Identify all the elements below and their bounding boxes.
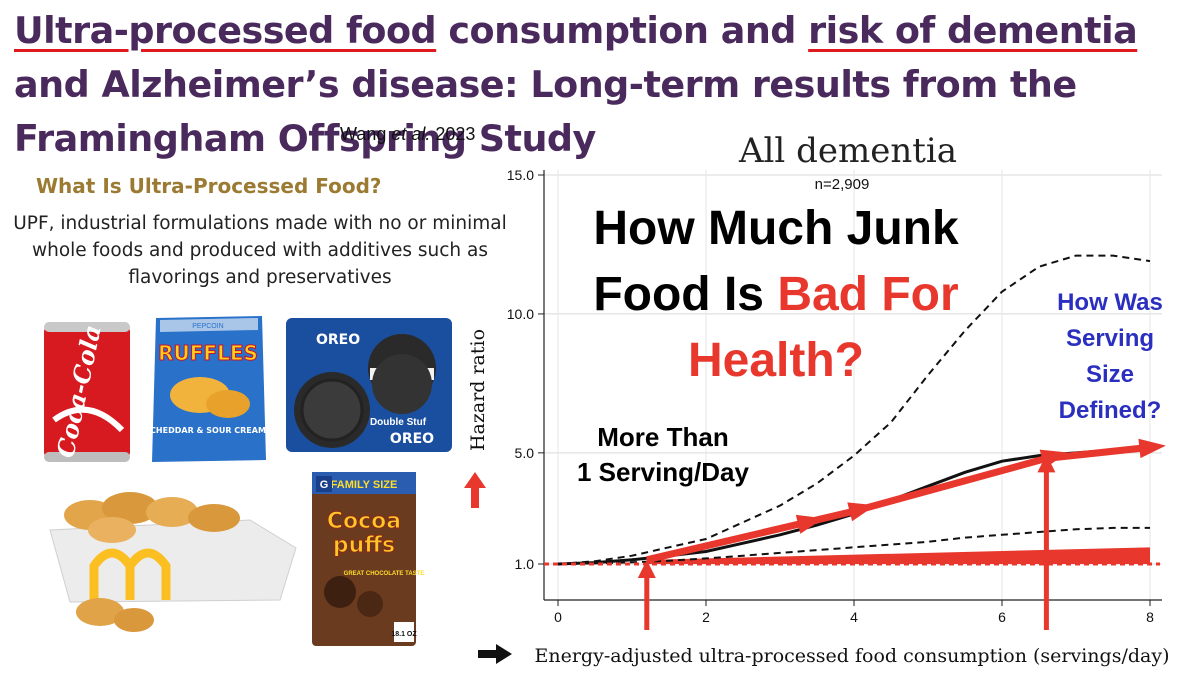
up-arrow-head: [1037, 454, 1056, 473]
y-ticks: 1.0 5.0 10.0 15.0: [507, 167, 544, 572]
x-tick-label: 6: [998, 609, 1006, 625]
x-tick-label: 0: [554, 609, 562, 625]
red-annotation-arrows: [637, 438, 1166, 630]
trend-arrow-head: [1138, 438, 1166, 459]
x-tick-label: 2: [702, 609, 710, 625]
serving-line-1: More Than: [597, 422, 729, 452]
citation: Wang et al. 2023: [340, 124, 475, 145]
title-highlight-upf: Ultra-processed food: [14, 9, 437, 52]
title-text: consumption and: [436, 9, 809, 52]
y-tick-label: 1.0: [515, 556, 535, 572]
trend-arrow-mid-head: [795, 514, 824, 534]
headline-line-2-red: Bad For: [777, 268, 959, 321]
up-arrow-head: [637, 560, 656, 578]
y-tick-label: 15.0: [507, 167, 534, 183]
headline-line-2-black: Food Is: [593, 268, 778, 321]
question-line-3: Size: [1085, 361, 1135, 388]
x-tick-label: 8: [1146, 609, 1154, 625]
x-tick-label: 4: [850, 609, 858, 625]
slide-title: Ultra-processed food consumption and ris…: [14, 4, 1194, 166]
y-axis-label: Hazard ratio: [467, 329, 489, 451]
serving-size-question: How Was Serving Size Defined?: [1022, 285, 1198, 429]
x-axis-label: Energy-adjusted ultra-processed food con…: [534, 645, 1169, 667]
headline-line-2: Food Is Bad For: [528, 262, 1024, 328]
headline-question: How Much Junk Food Is Bad For Health?: [528, 196, 1024, 394]
chart-title: All dementia: [738, 131, 957, 171]
title-highlight-dementia: risk of dementia: [808, 9, 1138, 52]
trend-arrow-line: [646, 443, 1151, 564]
series-line-1: [557, 254, 1151, 565]
citation-etal: et al.: [391, 124, 431, 144]
series-line-3: [557, 526, 1150, 565]
serving-line-2: 1 Serving/Day: [577, 457, 749, 487]
question-line-4: Defined?: [1058, 397, 1162, 424]
headline-line-3: Health?: [687, 334, 864, 387]
x-label-pointer-icon: [478, 644, 512, 664]
y-tick-label: 5.0: [515, 445, 535, 461]
red-highlight-band: [646, 547, 1150, 564]
question-line-2: Serving: [1065, 325, 1155, 352]
citation-year: 2023: [430, 124, 476, 144]
citation-author: Wang: [340, 124, 392, 144]
red-band-wedge: [646, 547, 1150, 564]
serving-annotation: More Than 1 Serving/Day: [548, 420, 778, 490]
upf-heading: What Is Ultra-Processed Food?: [36, 174, 382, 198]
x-ticks: 0 2 4 6 8: [554, 600, 1154, 625]
headline-line-1: How Much Junk: [593, 202, 959, 255]
y-tick-label: 10.0: [507, 306, 534, 322]
title-text-rest: and Alzheimer’s disease: Long-term resul…: [14, 63, 1077, 160]
chart-subtitle: n=2,909: [815, 176, 870, 193]
trend-arrow-joint-head: [847, 502, 876, 522]
upf-definition: UPF, industrial formulations made with n…: [13, 213, 507, 288]
question-line-1: How Was: [1057, 289, 1163, 316]
y-label-pointer-icon: [464, 472, 486, 508]
